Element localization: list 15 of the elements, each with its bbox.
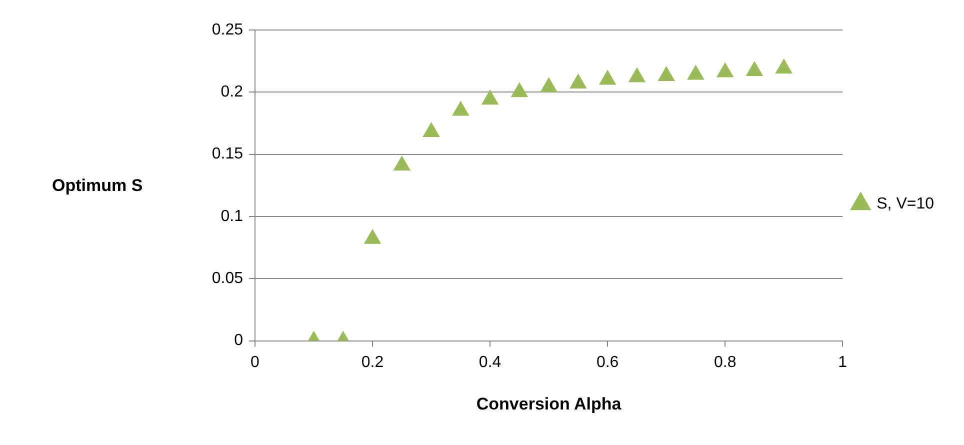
x-tick-label: 0.4 [478, 354, 502, 371]
x-tick-label: 0.6 [596, 354, 619, 371]
x-tick-label: 0.8 [714, 354, 736, 371]
y-tick-label: 0.25 [212, 21, 244, 38]
x-axis-title: Conversion Alpha [476, 394, 622, 414]
y-tick-label: 0.1 [220, 208, 244, 225]
x-tick-label: 1 [838, 354, 848, 371]
y-axis-title: Optimum S [52, 176, 143, 196]
legend-label: S, V=10 [876, 195, 934, 212]
y-tick-label: 0.15 [212, 146, 244, 163]
y-tick-label: 0.05 [212, 270, 244, 288]
y-tick-label: 0.2 [220, 84, 244, 101]
x-tick-label: 0 [250, 354, 260, 371]
x-tick-label: 0.2 [361, 354, 384, 371]
y-tick-label: 0 [234, 332, 244, 350]
